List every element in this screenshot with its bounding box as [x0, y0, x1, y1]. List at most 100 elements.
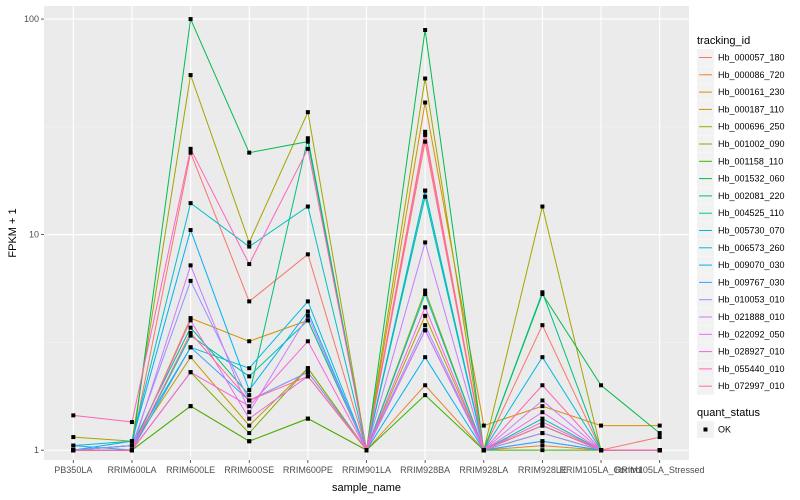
data-point — [423, 292, 428, 297]
data-point — [305, 318, 310, 323]
legend-entry: Hb_010053_010 — [718, 295, 785, 305]
legend-entry: Hb_028927_010 — [718, 347, 785, 357]
data-point — [247, 299, 252, 304]
data-point — [540, 443, 545, 448]
data-points — [71, 17, 662, 453]
data-point — [423, 188, 428, 193]
data-point — [71, 448, 76, 453]
x-tick-label: RRIM901LA — [342, 465, 391, 475]
data-point — [657, 423, 662, 428]
data-point — [71, 435, 76, 440]
data-point — [540, 416, 545, 421]
data-point — [188, 333, 193, 338]
data-point — [188, 318, 193, 323]
data-point — [599, 448, 604, 453]
y-tick-label: 10 — [29, 230, 39, 240]
x-tick-label: RRIM600LE — [166, 465, 215, 475]
data-point — [247, 240, 252, 245]
data-point — [364, 448, 369, 453]
data-point — [247, 366, 252, 371]
data-point — [423, 323, 428, 328]
data-point — [247, 410, 252, 415]
data-point — [540, 398, 545, 403]
data-point — [481, 423, 486, 428]
data-point — [423, 129, 428, 134]
data-point — [188, 330, 193, 335]
data-point — [423, 76, 428, 81]
data-point — [305, 136, 310, 141]
data-point — [423, 27, 428, 32]
data-point — [540, 290, 545, 295]
data-point — [247, 393, 252, 398]
data-point — [188, 325, 193, 330]
data-point — [540, 423, 545, 428]
data-point — [247, 262, 252, 267]
data-point — [423, 139, 428, 144]
legend-entry: Hb_009767_030 — [718, 277, 785, 287]
y-tick-label: 1 — [34, 445, 39, 455]
x-tick-label: RRIM105LA_Stressed — [615, 465, 705, 475]
x-tick-label: RRIM600PE — [283, 465, 333, 475]
data-point — [481, 448, 486, 453]
data-point — [305, 146, 310, 151]
data-point — [423, 313, 428, 318]
data-point — [247, 423, 252, 428]
data-point — [305, 110, 310, 115]
data-point — [423, 288, 428, 293]
data-point — [305, 299, 310, 304]
data-point — [247, 416, 252, 421]
y-tick-label: 100 — [24, 14, 39, 24]
x-tick-label: RRIM928LA — [459, 465, 508, 475]
data-point — [247, 339, 252, 344]
data-point — [657, 435, 662, 440]
x-tick-label: RRIM105LA_Control — [560, 465, 643, 475]
data-point — [188, 228, 193, 233]
data-point — [188, 146, 193, 151]
data-point — [423, 305, 428, 310]
shape-legend-swatch — [703, 427, 708, 432]
data-point — [305, 309, 310, 314]
legend-entry: Hb_072997_010 — [718, 381, 785, 391]
data-point — [188, 345, 193, 350]
data-point — [305, 139, 310, 144]
shape-legend-title: quant_status — [697, 407, 760, 419]
data-point — [71, 413, 76, 418]
data-point — [305, 339, 310, 344]
data-point — [129, 443, 134, 448]
data-point — [71, 443, 76, 448]
legend-entry: Hb_009070_030 — [718, 260, 785, 270]
data-point — [423, 328, 428, 333]
data-point — [305, 416, 310, 421]
data-point — [540, 204, 545, 209]
data-point — [129, 448, 134, 453]
data-point — [247, 374, 252, 379]
data-point — [129, 420, 134, 425]
data-point — [305, 366, 310, 371]
data-point — [247, 404, 252, 409]
legend-entry: Hb_000057_180 — [718, 53, 785, 63]
data-point — [599, 423, 604, 428]
data-point — [423, 132, 428, 137]
x-tick-label: RRIM600SE — [224, 465, 274, 475]
data-point — [188, 370, 193, 375]
x-tick-label: RRIM928BA — [400, 465, 450, 475]
data-point — [540, 431, 545, 436]
legend-entry: Hb_006573_260 — [718, 243, 785, 253]
data-point — [423, 393, 428, 398]
shape-legend-entry: OK — [718, 425, 731, 435]
legend-entry: Hb_000161_230 — [718, 87, 785, 97]
x-tick-label: RRIM928LE — [518, 465, 567, 475]
data-point — [423, 240, 428, 245]
legend-entry: Hb_001158_110 — [718, 156, 783, 166]
legend-entry: Hb_000187_110 — [718, 104, 784, 114]
legend: tracking_id Hb_000057_180 Hb_000086_720 Hb… — [697, 35, 785, 438]
legend-entry: Hb_022092_050 — [718, 329, 785, 339]
data-point — [188, 17, 193, 22]
x-tick-label: PB350LA — [54, 465, 92, 475]
legend-entry: Hb_001532_060 — [718, 174, 785, 184]
y-axis-title: FPKM + 1 — [7, 208, 19, 257]
axes: 1 10 100 PB350LA RRIM600LA RRIM600LE RRIM600SE… — [24, 14, 704, 475]
x-axis-title: sample_name — [332, 482, 401, 494]
legend-entry: Hb_055440_010 — [718, 364, 785, 374]
